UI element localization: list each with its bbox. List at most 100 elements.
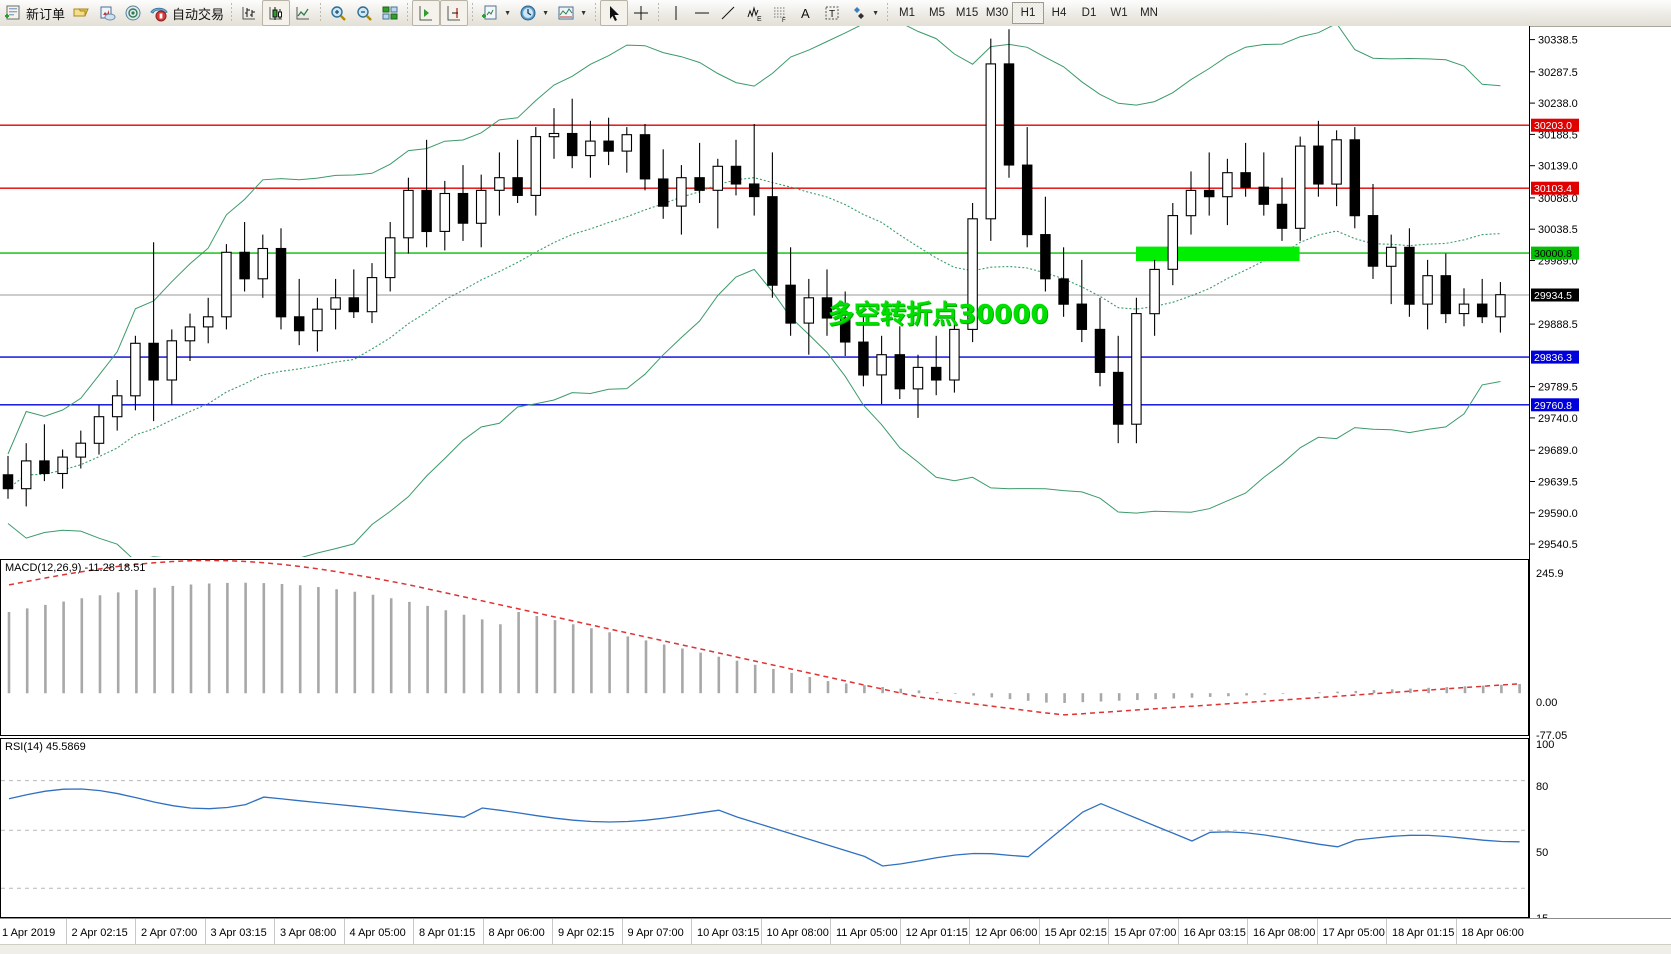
svg-text:30188.5: 30188.5 [1538,129,1578,141]
chart-area[interactable]: 多空转折点30000 MACD(12,26,9) -11.28 18.51 RS… [0,26,1671,954]
profiles-button[interactable] [94,1,120,25]
new-order-button[interactable]: 新订单 [0,1,68,25]
toolbar-separator [887,3,889,23]
auto-trading-button[interactable]: 自动交易 [146,1,227,25]
time-axis-label: 9 Apr 02:15 [558,927,615,939]
auto-trading-label: 自动交易 [172,7,225,23]
time-axis-label: 12 Apr 01:15 [905,927,968,939]
svg-text:29590.0: 29590.0 [1538,508,1578,520]
period-button[interactable]: ▼ [515,1,553,25]
new-order-icon [3,3,23,23]
templates-dropdown-arrow[interactable]: ▼ [504,9,511,17]
chart-shift-icon [444,3,464,23]
tile-windows-icon [380,3,400,23]
time-axis-separator [552,919,553,954]
price-chart-svg [0,26,1529,557]
cursor-icon [604,3,624,23]
shapes-button[interactable]: ▼ [845,1,883,25]
svg-text:100: 100 [1536,739,1554,751]
time-axis-label: 18 Apr 06:00 [1461,927,1524,939]
svg-text:29740.0: 29740.0 [1538,413,1578,425]
cursor-button[interactable] [600,0,629,26]
time-axis-label: 8 Apr 06:00 [488,927,545,939]
svg-text:29789.5: 29789.5 [1538,382,1578,394]
period-dropdown-arrow[interactable]: ▼ [542,9,549,17]
macd-panel[interactable]: MACD(12,26,9) -11.28 18.51 [0,559,1529,736]
timeframe-m5[interactable]: M5 [929,7,946,19]
timeframe-group: M1 M5 M15 M30 H1 H4 D1 W1 MN [892,2,1164,24]
shapes-dropdown-arrow[interactable]: ▼ [872,9,879,17]
timeframe-mn[interactable]: MN [1140,7,1158,19]
time-axis-label: 15 Apr 07:00 [1114,927,1177,939]
time-axis-separator [1247,919,1248,954]
zoom-out-button[interactable] [351,1,377,25]
indicators-button[interactable]: ▼ [553,1,591,25]
time-axis-separator [204,919,206,954]
time-axis-label: 15 Apr 02:15 [1044,927,1107,939]
svg-text:30000.8: 30000.8 [1534,248,1572,260]
timeframe-d1[interactable]: D1 [1081,7,1097,19]
text-label-icon: T [822,3,842,23]
candlestick-chart-button[interactable] [262,0,291,26]
zoom-in-button[interactable] [325,1,351,25]
trendline-button[interactable] [715,1,741,25]
svg-text:A: A [801,6,810,21]
svg-text:50: 50 [1536,847,1548,859]
svg-text:F: F [782,18,786,23]
crosshair-icon [631,3,651,23]
time-axis-separator [1316,919,1318,954]
time-axis-separator [760,919,762,954]
timeframe-h4[interactable]: H4 [1051,7,1067,19]
market-watch-icon [123,3,143,23]
vertical-line-button[interactable] [663,1,689,25]
time-axis-label: 8 Apr 01:15 [419,927,476,939]
timeframe-m30[interactable]: M30 [985,7,1009,19]
svg-text:30238.0: 30238.0 [1538,98,1578,110]
line-chart-icon [293,3,313,23]
svg-text:30338.5: 30338.5 [1538,35,1578,47]
time-axis-label: 12 Apr 06:00 [975,927,1038,939]
rsi-label[interactable]: RSI(14) 45.5869 [5,741,86,753]
toolbar-separator [320,3,322,23]
chart-text-annotation[interactable]: 多空转折点30000 [828,300,1049,330]
tile-windows-button[interactable] [377,1,403,25]
rsi-panel[interactable]: RSI(14) 45.5869 [0,738,1529,918]
crosshair-button[interactable] [628,1,654,25]
time-axis-label: 4 Apr 05:00 [349,927,406,939]
templates-button[interactable]: ▼ [477,1,515,25]
elliott-wave-button[interactable]: E [741,1,767,25]
toolbar-separator [231,3,233,23]
svg-text:30038.5: 30038.5 [1538,224,1578,236]
svg-text:29888.5: 29888.5 [1538,319,1578,331]
time-axis-separator [969,919,970,954]
fibonacci-button[interactable]: F [767,1,793,25]
svg-text:30203.0: 30203.0 [1534,120,1572,132]
chart-shift-button[interactable] [440,0,469,26]
time-axis-separator [830,919,831,954]
timeframe-h1[interactable]: H1 [1012,2,1045,24]
market-watch-button[interactable] [120,1,146,25]
folder-button[interactable] [68,1,94,25]
horizontal-line-button[interactable] [689,1,715,25]
price-chart-panel[interactable] [0,26,1529,557]
timeframe-w1[interactable]: W1 [1110,7,1128,19]
time-axis-separator [1038,919,1040,954]
macd-label[interactable]: MACD(12,26,9) -11.28 18.51 [5,562,146,574]
text-button[interactable]: A [793,1,819,25]
price-axis-column[interactable]: 30338.5 30287.5 30238.0 30188.5 30139.0 30088… [1529,26,1671,926]
time-axis-separator [899,919,901,954]
time-axis-label: 16 Apr 03:15 [1183,927,1246,939]
time-axis-separator [1108,919,1109,954]
clock-icon [518,3,538,23]
time-axis-label: 17 Apr 05:00 [1322,927,1385,939]
text-label-button[interactable]: T [819,1,845,25]
timeframe-m1[interactable]: M1 [899,7,916,19]
line-chart-button[interactable] [290,1,316,25]
trendline-icon [718,3,738,23]
timeframe-m15[interactable]: M15 [955,7,979,19]
shift-end-button[interactable] [412,0,441,26]
indicators-dropdown-arrow[interactable]: ▼ [580,9,587,17]
bar-chart-button[interactable] [236,1,262,25]
svg-text:245.9: 245.9 [1536,568,1564,580]
bar-chart-icon [239,3,259,23]
